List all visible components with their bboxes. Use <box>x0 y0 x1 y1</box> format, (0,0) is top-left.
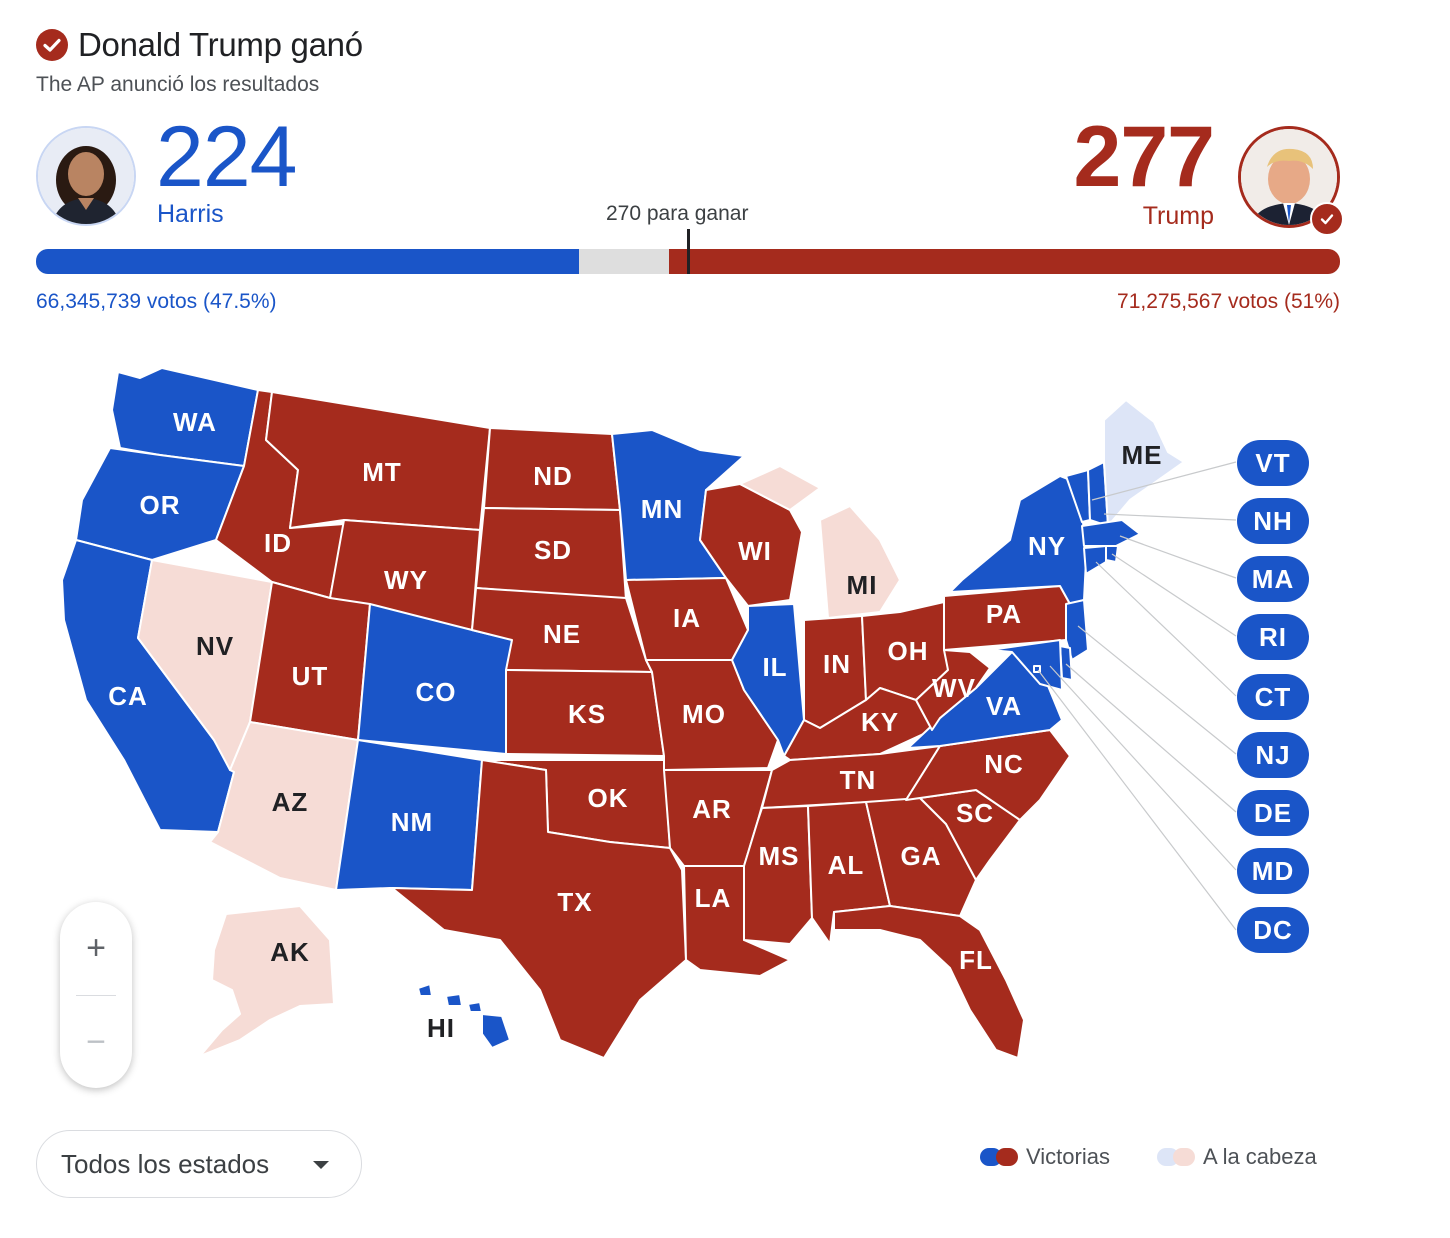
state-IL[interactable] <box>731 603 805 757</box>
state-pill-CT[interactable]: CT <box>1237 674 1309 720</box>
state-label-WI: WI <box>738 536 772 566</box>
state-pill-NJ[interactable]: NJ <box>1237 732 1309 778</box>
legend-wins-label: Victorias <box>1026 1144 1110 1169</box>
harris-popular-votes: 66,345,739 votos (47.5%) <box>36 290 277 313</box>
state-label-CO: CO <box>416 677 457 707</box>
state-pill-RI[interactable]: RI <box>1237 614 1309 660</box>
state-label-ID: ID <box>264 528 292 558</box>
state-NJ[interactable] <box>1065 599 1089 661</box>
state-ME[interactable] <box>1103 399 1185 527</box>
state-label-NC: NC <box>984 749 1024 779</box>
legend-wins: Victorias <box>980 1144 1110 1170</box>
state-WV[interactable] <box>915 649 991 731</box>
threshold-label: 270 para ganar <box>606 202 749 225</box>
state-label-ME: ME <box>1122 440 1163 470</box>
state-MA[interactable] <box>1081 519 1141 547</box>
state-label-AZ: AZ <box>272 787 309 817</box>
harris-electoral-votes: 224 <box>156 109 297 205</box>
state-pill-VT[interactable]: VT <box>1237 440 1309 486</box>
state-label-OR: OR <box>140 490 181 520</box>
state-label-SC: SC <box>956 798 994 828</box>
headline-text: Donald Trump ganó <box>78 26 363 63</box>
state-label-IL: IL <box>762 652 787 682</box>
harris-name: Harris <box>157 200 224 228</box>
state-label-NY: NY <box>1028 531 1066 561</box>
state-label-AK: AK <box>270 937 310 967</box>
bar-dem-segment <box>36 249 579 274</box>
state-label-CA: CA <box>108 681 148 711</box>
zoom-control: + − <box>60 902 132 1088</box>
state-label-SD: SD <box>534 535 572 565</box>
state-label-FL: FL <box>959 945 993 975</box>
state-label-VA: VA <box>986 691 1022 721</box>
state-label-IN: IN <box>823 649 851 679</box>
state-label-TX: TX <box>557 887 592 917</box>
state-label-WY: WY <box>384 565 428 595</box>
state-label-PA: PA <box>986 599 1022 629</box>
state-label-MT: MT <box>362 457 402 487</box>
state-label-MN: MN <box>641 494 683 524</box>
state-label-LA: LA <box>695 883 732 913</box>
trump-popular-votes: 71,275,567 votos (51%) <box>1117 290 1340 313</box>
states-dropdown[interactable]: Todos los estados <box>36 1130 362 1198</box>
trump-name: Trump <box>1142 202 1214 230</box>
state-label-MI: MI <box>847 570 878 600</box>
state-pill-NH[interactable]: NH <box>1237 498 1309 544</box>
legend-leading: A la cabeza <box>1157 1144 1317 1170</box>
state-label-MS: MS <box>759 841 800 871</box>
state-label-NE: NE <box>543 619 581 649</box>
check-circle-icon <box>36 29 68 61</box>
zoom-in-button[interactable]: + <box>86 928 106 967</box>
state-FL[interactable] <box>833 905 1025 1059</box>
state-label-OK: OK <box>588 783 629 813</box>
state-label-OH: OH <box>888 636 929 666</box>
state-label-IA: IA <box>673 603 701 633</box>
dropdown-label: Todos los estados <box>61 1148 270 1179</box>
zoom-divider <box>76 995 116 996</box>
threshold-marker <box>687 229 690 274</box>
winner-check-icon <box>1310 202 1344 236</box>
state-label-AR: AR <box>692 794 732 824</box>
zoom-out-button[interactable]: − <box>86 1022 106 1061</box>
headline: Donald Trump ganó <box>36 26 363 64</box>
legend-leading-label: A la cabeza <box>1203 1144 1317 1169</box>
state-pill-MD[interactable]: MD <box>1237 848 1309 894</box>
state-label-NV: NV <box>196 631 234 661</box>
state-label-AL: AL <box>828 850 865 880</box>
us-electoral-map[interactable]: WA OR CA NV ID MT WY UT AZ CO NM ND SD NE KS OK TX MN IA MO… <box>0 350 1450 1090</box>
state-label-TN: TN <box>840 765 877 795</box>
state-label-WV: WV <box>932 673 976 703</box>
state-HI[interactable] <box>417 983 511 1049</box>
state-label-NM: NM <box>391 807 433 837</box>
state-pill-DC[interactable]: DC <box>1237 907 1309 953</box>
state-label-WA: WA <box>173 407 217 437</box>
trump-electoral-votes: 277 <box>1073 109 1215 205</box>
state-AK[interactable] <box>199 905 335 1057</box>
state-label-KY: KY <box>861 707 899 737</box>
state-CT[interactable] <box>1083 545 1107 575</box>
callout-lines <box>1037 461 1237 931</box>
state-pill-MA[interactable]: MA <box>1237 556 1309 602</box>
state-TX[interactable] <box>391 759 687 1059</box>
leading-swatch <box>1157 1148 1195 1166</box>
caret-down-icon <box>313 1161 329 1169</box>
trump-avatar <box>1238 126 1340 228</box>
state-label-HI: HI <box>427 1013 455 1043</box>
state-label-ND: ND <box>533 461 573 491</box>
state-label-GA: GA <box>901 841 942 871</box>
harris-avatar <box>36 126 136 226</box>
state-pill-DE[interactable]: DE <box>1237 790 1309 836</box>
wins-swatch <box>980 1148 1018 1166</box>
state-label-MO: MO <box>682 699 726 729</box>
state-label-KS: KS <box>568 699 606 729</box>
bar-uncalled-segment <box>578 249 669 274</box>
state-OR[interactable] <box>75 447 245 561</box>
subtitle: The AP anunció los resultados <box>36 73 320 96</box>
state-label-UT: UT <box>292 661 329 691</box>
bar-rep-segment <box>668 249 1340 274</box>
